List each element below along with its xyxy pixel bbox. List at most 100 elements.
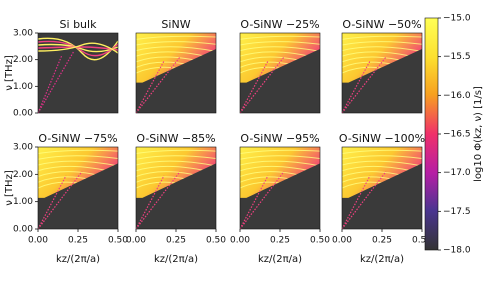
dark-region <box>136 163 216 229</box>
panel-title: Si bulk <box>60 18 98 31</box>
colorbar-tick-label: −16.0 <box>443 91 471 101</box>
band <box>136 149 216 155</box>
y-tick-label: 1.00 <box>13 197 33 207</box>
colorbar-tick-label: −17.0 <box>443 168 471 178</box>
x-axis-label: kz/(2π/a) <box>154 254 198 265</box>
band <box>38 149 118 155</box>
band <box>342 160 422 167</box>
band <box>38 155 118 160</box>
colorbar-tick-label: −15.5 <box>443 52 471 62</box>
band <box>38 40 118 57</box>
y-tick-label: 3.00 <box>13 143 33 153</box>
band <box>342 171 387 229</box>
band <box>136 35 216 40</box>
colorbar-tick-label: −16.5 <box>443 130 471 140</box>
band <box>38 42 118 54</box>
y-tick-label: 1.00 <box>13 82 33 92</box>
band <box>240 155 320 160</box>
frame <box>37 32 119 114</box>
heatmap <box>342 33 422 113</box>
band <box>136 46 216 52</box>
y-tick-label: 0.00 <box>13 225 33 235</box>
band <box>342 175 371 229</box>
colorbar-tick-label: −17.5 <box>443 207 471 217</box>
band <box>136 175 165 229</box>
band <box>38 54 63 113</box>
x-tick-label: 0.00 <box>230 236 250 246</box>
x-tick-label: 0.25 <box>270 236 290 246</box>
x-axis-label: kz/(2π/a) <box>258 254 302 265</box>
band <box>136 160 216 167</box>
colorbar <box>424 17 439 251</box>
band <box>342 149 422 155</box>
dark-region <box>38 163 118 229</box>
band <box>342 60 371 113</box>
dark-region <box>136 49 216 113</box>
panel: O-SiNW −50% <box>341 18 423 114</box>
band <box>240 35 320 40</box>
dark-region <box>240 49 320 113</box>
band <box>342 35 422 40</box>
panel: O-SiNW −95% 0.00 0.25 0.50 kz/(2π/a) <box>230 132 330 265</box>
y-tick-label: 2.00 <box>13 55 33 65</box>
band <box>240 41 320 46</box>
heatmap <box>38 147 118 229</box>
y-axis-label: ν [THz] <box>4 55 15 91</box>
band <box>240 175 269 229</box>
band <box>136 155 216 160</box>
x-tick-label: 0.50 <box>412 236 432 246</box>
band <box>38 175 67 229</box>
heatmap <box>136 33 216 113</box>
band <box>136 171 181 229</box>
dark-region <box>240 163 320 229</box>
panel-title: O-SiNW −50% <box>342 18 421 31</box>
x-tick-label: 0.50 <box>310 236 330 246</box>
panel: O-SiNW −85% 0.00 0.25 0.50 kz/(2π/a) <box>126 132 226 265</box>
y-tick-label: 2.00 <box>13 170 33 180</box>
frame <box>341 32 423 114</box>
panel: SiNW <box>135 18 217 114</box>
frame <box>239 32 321 114</box>
heatmap <box>342 147 422 229</box>
y-axis-label: ν [THz] <box>4 170 15 206</box>
heatmap <box>38 33 118 113</box>
heatmap <box>240 147 320 229</box>
panel-title: O-SiNW −75% <box>38 132 117 145</box>
x-tick-label: 0.25 <box>166 236 186 246</box>
band <box>136 60 165 113</box>
x-axis-label: kz/(2π/a) <box>360 254 404 265</box>
frame <box>135 32 217 114</box>
heatmap <box>240 33 320 113</box>
panel: O-SiNW −25% <box>239 18 321 114</box>
panel-title: O-SiNW −100% <box>339 132 425 145</box>
heatmap <box>136 147 216 229</box>
panel: Si bulk 0.00 1.00 2.00 3.00 ν [THz] <box>4 18 119 119</box>
x-tick-label: 0.50 <box>206 236 226 246</box>
panel-title: SiNW <box>161 18 190 31</box>
x-tick-label: 0.50 <box>108 236 128 246</box>
band <box>38 46 118 51</box>
band <box>136 41 216 46</box>
x-tick-label: 0.00 <box>28 236 48 246</box>
dark-region <box>342 163 422 229</box>
x-tick-label: 0.00 <box>332 236 352 246</box>
band <box>38 160 118 167</box>
band <box>342 155 422 160</box>
band <box>240 60 269 113</box>
colorbar-tick-label: −18.0 <box>443 246 471 256</box>
panel: O-SiNW −100% 0.00 0.25 0.50 kz/(2π/a) <box>332 132 432 265</box>
panel-title: O-SiNW −85% <box>136 132 215 145</box>
colorbar-tick-label: −15.0 <box>443 14 471 24</box>
x-tick-label: 0.00 <box>126 236 146 246</box>
x-tick-label: 0.25 <box>372 236 392 246</box>
dark-region <box>342 49 422 113</box>
band <box>240 160 320 167</box>
band <box>38 37 118 61</box>
colorbar-label: log10 Φ(kz, ν) [1/s] <box>473 86 484 182</box>
y-tick-label: 3.00 <box>13 29 33 39</box>
band <box>342 41 422 46</box>
band <box>240 171 285 229</box>
panel: O-SiNW −75% 0.00 1.00 2.00 3.00 0.00 0.25 0.50 ν… <box>4 132 128 265</box>
band <box>342 46 422 52</box>
